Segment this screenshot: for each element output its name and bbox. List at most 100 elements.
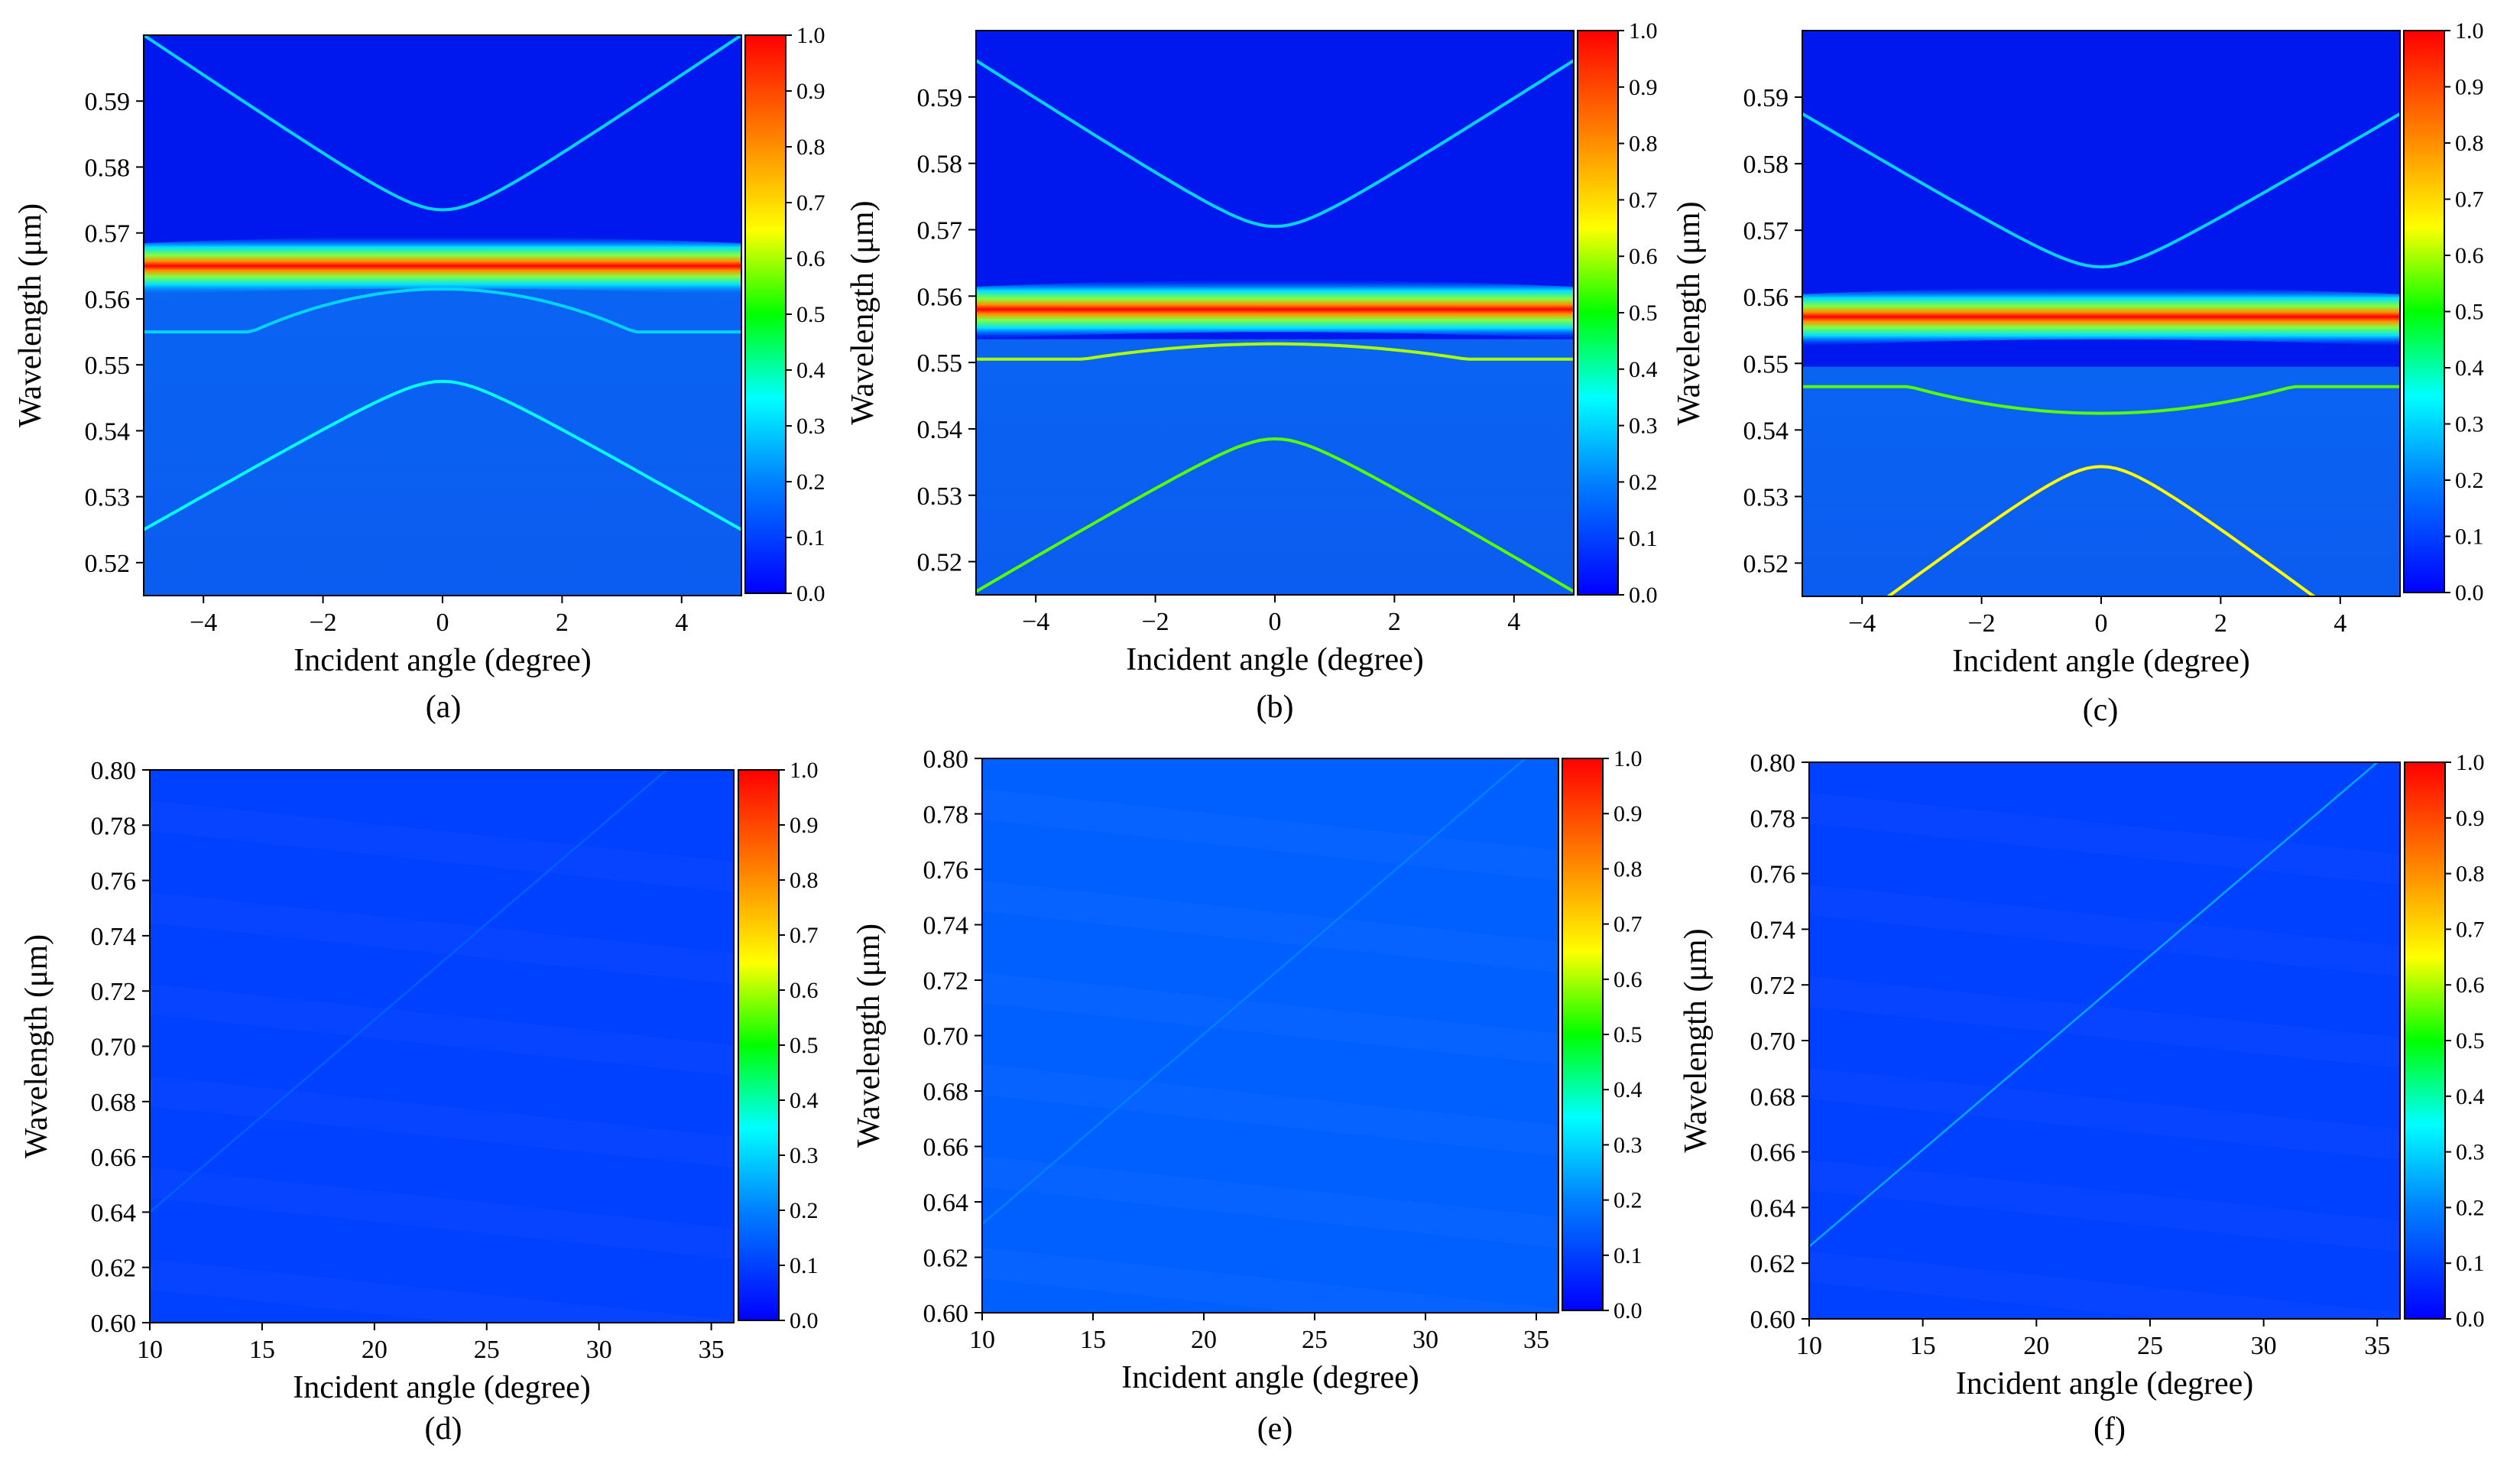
peak-band <box>1802 287 2400 346</box>
panel-label: (a) <box>426 690 462 725</box>
x-axis-label: Incident angle (degree) <box>1956 1366 2253 1401</box>
x-tick-label: 30 <box>2251 1332 2277 1360</box>
x-tick-label: 10 <box>1796 1332 1822 1360</box>
panel-a: −4 −2 0 2 4 0.52 0.53 0.54 0.55 0.56 0.57 0.58 0.59 I… <box>13 23 825 725</box>
x-axis-label: Incident angle (degree) <box>1126 642 1423 677</box>
y-tick-label: 0.52 <box>1743 550 1789 578</box>
y-tick-label: 0.54 <box>917 416 963 444</box>
x-tick-label: 30 <box>586 1336 612 1364</box>
y-tick-label: 0.80 <box>1750 749 1796 778</box>
y-tick-label: 0.72 <box>1750 972 1796 1000</box>
colorbar-tick-label: 0.7 <box>2456 917 2485 942</box>
colorbar-tick-label: 0.9 <box>2456 806 2485 831</box>
y-tick-label: 0.60 <box>91 1310 137 1338</box>
colorbar-tick-label: 0.6 <box>2455 243 2484 268</box>
colorbar <box>1577 30 1619 596</box>
mode-curve-lower <box>144 379 741 531</box>
colorbar-tick-label: 0.1 <box>1614 1243 1643 1268</box>
x-tick-label: 0 <box>1269 608 1282 636</box>
mode-curve-dip <box>144 287 741 334</box>
y-tick-label: 0.60 <box>923 1300 969 1328</box>
colorbar-tick-label: 0.2 <box>1614 1188 1643 1213</box>
panel-c: −4 −2 0 2 4 0.52 0.53 0.54 0.55 0.56 0.57 0.58 0.59 I… <box>1672 18 2484 728</box>
y-tick-label: 0.70 <box>923 1023 969 1051</box>
mode-curve-lower <box>1886 465 2317 596</box>
plot-area <box>144 35 741 596</box>
background-below <box>1802 366 2400 596</box>
x-tick-label: 10 <box>137 1336 163 1364</box>
x-tick-label: 20 <box>2023 1332 2049 1360</box>
y-tick-label: 0.76 <box>1750 861 1796 889</box>
colorbar-tick-label: 0.5 <box>1614 1022 1643 1047</box>
colorbar-tick-label: 0.6 <box>2456 973 2485 998</box>
y-tick-label: 0.60 <box>1750 1306 1796 1334</box>
y-tick-label: 0.54 <box>85 417 131 446</box>
colorbar-tick-label: 0.2 <box>2456 1195 2485 1220</box>
panel-d: 10 15 20 25 30 35 0.60 0.62 0.64 0.66 0.68 0.70 0.72… <box>19 757 819 1447</box>
y-axis-label: Wavelength (μm) <box>845 200 881 424</box>
colorbar-tick-label: 0.0 <box>1629 583 1658 608</box>
colorbar-tick-label: 1.0 <box>790 758 819 783</box>
colorbar-tick-label: 0.1 <box>790 1253 819 1278</box>
panel-label: (b) <box>1257 690 1294 725</box>
panel-label: (f) <box>2094 1411 2126 1447</box>
colorbar-tick-label: 0.3 <box>1614 1132 1643 1158</box>
y-tick-label: 0.78 <box>1750 805 1796 833</box>
y-tick-label: 0.74 <box>1750 916 1796 944</box>
colorbar-tick-label: 0.6 <box>796 246 825 271</box>
y-axis-label: Wavelength (μm) <box>13 203 48 427</box>
mode-curve-upper <box>976 59 1574 229</box>
y-tick-label: 0.58 <box>917 151 963 179</box>
y-tick-label: 0.56 <box>1743 284 1789 312</box>
x-tick-label: 25 <box>2137 1332 2163 1360</box>
x-tick-label: 4 <box>2334 609 2346 638</box>
background <box>1809 762 2400 1319</box>
colorbar-tick-label: 0.9 <box>1629 75 1658 100</box>
y-tick-label: 0.72 <box>923 967 969 995</box>
colorbar-tick-label: 0.4 <box>790 1088 819 1113</box>
plot-area <box>982 758 1558 1313</box>
colorbar-tick-label: 0.0 <box>2456 1307 2485 1332</box>
x-tick-label: 35 <box>1523 1326 1549 1354</box>
diagonal-mode-line <box>150 770 667 1213</box>
y-tick-label: 0.53 <box>1743 483 1789 511</box>
colorbar-tick-label: 0.0 <box>796 581 825 606</box>
y-tick-label: 0.64 <box>1750 1194 1796 1223</box>
diagonal-mode-line <box>982 758 1526 1225</box>
colorbar-tick-label: 0.2 <box>2455 468 2484 493</box>
colorbar-tick-label: 0.9 <box>1614 801 1643 826</box>
x-tick-label: 35 <box>699 1336 725 1364</box>
x-axis-label: Incident angle (degree) <box>293 1370 590 1405</box>
y-tick-label: 0.56 <box>917 283 963 311</box>
y-tick-label: 0.80 <box>923 745 969 774</box>
x-tick-label: 10 <box>969 1326 995 1354</box>
y-tick-label: 0.54 <box>1743 417 1789 445</box>
peak-band <box>976 280 1574 339</box>
colorbar-tick-label: 0.1 <box>1629 526 1658 551</box>
colorbar-tick-label: 0.8 <box>796 135 825 160</box>
x-tick-label: 2 <box>2214 609 2227 638</box>
x-tick-label: 4 <box>675 609 688 637</box>
diagonal-mode-line <box>1809 762 2379 1248</box>
x-tick-label: −4 <box>1022 608 1049 636</box>
colorbar-tick-label: 0.8 <box>790 868 819 893</box>
colorbar-tick-label: 0.8 <box>1614 856 1643 882</box>
colorbar-tick-label: 0.4 <box>2456 1084 2485 1109</box>
y-tick-label: 0.68 <box>1750 1083 1796 1112</box>
x-tick-label: 35 <box>2364 1332 2390 1360</box>
x-tick-label: 25 <box>1302 1326 1328 1354</box>
x-tick-label: 20 <box>1191 1326 1217 1354</box>
x-tick-label: −2 <box>1968 609 1996 638</box>
colorbar-tick-label: 0.6 <box>1629 244 1658 269</box>
y-tick-label: 0.78 <box>923 801 969 830</box>
y-tick-label: 0.62 <box>91 1255 137 1283</box>
background <box>982 758 1558 1313</box>
x-axis-label: Incident angle (degree) <box>1952 644 2249 679</box>
y-tick-label: 0.62 <box>1750 1250 1796 1278</box>
y-tick-label: 0.53 <box>85 484 131 512</box>
colorbar-tick-label: 0.0 <box>790 1308 819 1333</box>
colorbar-tick-label: 0.5 <box>2455 300 2484 325</box>
x-tick-label: −4 <box>190 609 217 637</box>
colorbar-tick-label: 0.7 <box>790 923 819 948</box>
